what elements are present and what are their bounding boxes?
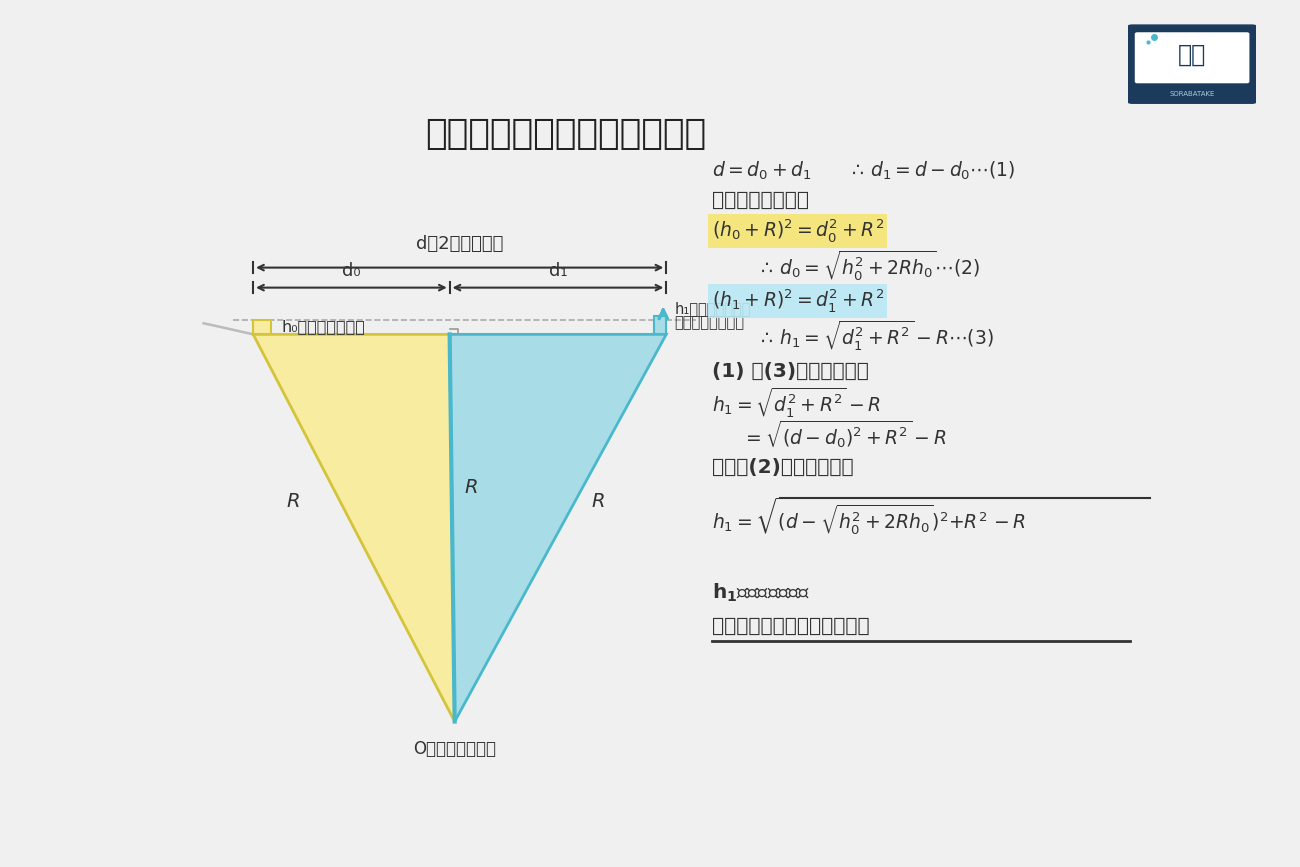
Text: 観測点から見える: 観測点から見える (675, 315, 745, 329)
Polygon shape (450, 335, 666, 721)
Text: h₀＝観測点の標高: h₀＝観測点の標高 (281, 320, 365, 335)
Text: $(h_1 + R)^2= d_1^2 + R^2$: $(h_1 + R)^2= d_1^2 + R^2$ (711, 288, 884, 315)
Text: d₁: d₁ (549, 262, 567, 280)
FancyBboxPatch shape (1127, 25, 1257, 103)
Text: $= \sqrt{(d - d_0)^2 + R^2} - R$: $= \sqrt{(d - d_0)^2 + R^2} - R$ (742, 419, 946, 450)
Text: $d = d_0 + d_1 \qquad \therefore\, d_1 = d - d_0 \cdots (1)$: $d = d_0 + d_1 \qquad \therefore\, d_1 =… (711, 160, 1015, 182)
Text: 地球の丸みを考慮した可視性: 地球の丸みを考慮した可視性 (425, 117, 706, 151)
Text: $\therefore\, h_1 = \sqrt{d_1^2 + R^2} - R \cdots (3)$: $\therefore\, h_1 = \sqrt{d_1^2 + R^2} -… (757, 319, 993, 354)
Text: 宙畑: 宙畑 (1178, 42, 1206, 67)
Text: $\mathbf{h_1}$＜富士山の高さ: $\mathbf{h_1}$＜富士山の高さ (711, 582, 810, 604)
Text: $(h_0 + R)^2= d_0^2 + R^2$: $(h_0 + R)^2= d_0^2 + R^2$ (711, 218, 884, 244)
Text: O（地球の中心）: O（地球の中心） (413, 740, 497, 759)
Text: 三平方の定理より: 三平方の定理より (711, 192, 809, 211)
Text: h₁＜富士山の高さ: h₁＜富士山の高さ (675, 302, 751, 316)
Text: R: R (465, 479, 478, 498)
Text: R: R (592, 492, 604, 511)
Text: (1) を(3)に代入すると: (1) を(3)に代入すると (711, 362, 868, 381)
FancyBboxPatch shape (1135, 32, 1249, 83)
Text: $h_1 = \sqrt{d_1^2 + R^2} - R$: $h_1 = \sqrt{d_1^2 + R^2} - R$ (711, 386, 880, 420)
Text: であれば、観測点から見える: であれば、観測点から見える (711, 616, 870, 636)
Text: $\therefore\, d_0 = \sqrt{h_0^2 + 2Rh_0} \cdots (2)$: $\therefore\, d_0 = \sqrt{h_0^2 + 2Rh_0}… (757, 249, 980, 284)
Polygon shape (254, 320, 272, 335)
Text: SORABATAKE: SORABATAKE (1170, 91, 1214, 97)
Text: さらに(2)を代入すると: さらに(2)を代入すると (711, 459, 853, 478)
Text: d₀: d₀ (342, 262, 360, 280)
Text: R: R (287, 492, 300, 511)
Polygon shape (654, 316, 666, 335)
Text: d＝2点間の距離: d＝2点間の距離 (416, 235, 503, 253)
Polygon shape (254, 335, 455, 721)
Text: $h_1 = \sqrt{(d - \sqrt{h_0^2 + 2Rh_0})^2{+}R^2} - R$: $h_1 = \sqrt{(d - \sqrt{h_0^2 + 2Rh_0})^… (711, 496, 1026, 538)
